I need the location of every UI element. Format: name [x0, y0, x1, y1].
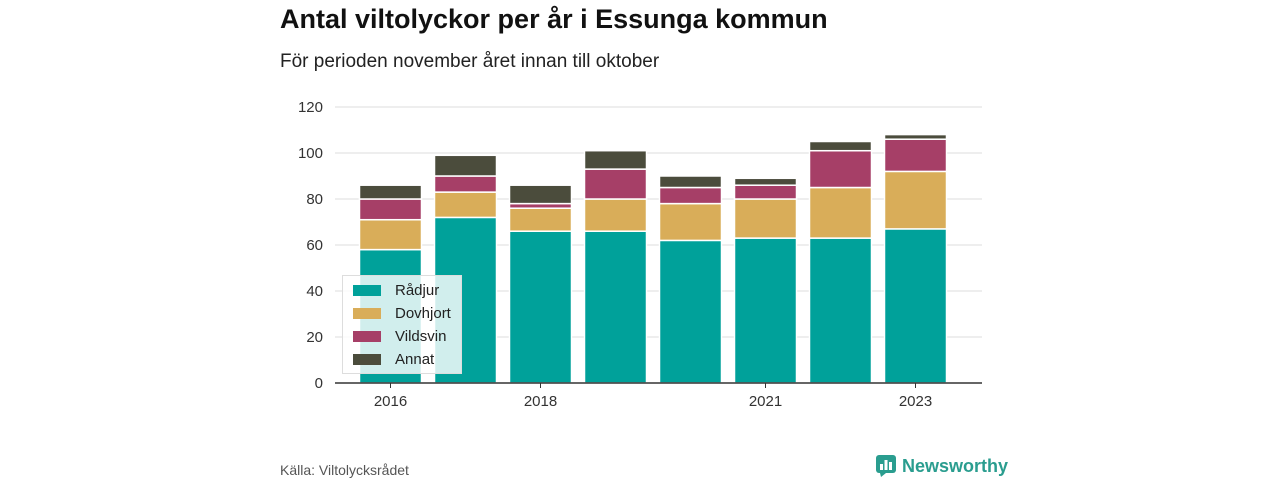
- bar-segment: [883, 133, 948, 140]
- bar-segment: [433, 191, 498, 219]
- legend: Rådjur Dovhjort Vildsvin Annat: [342, 275, 462, 374]
- bar-segment: [883, 138, 948, 173]
- bar-segment: [883, 170, 948, 230]
- newsworthy-logo-icon: [876, 455, 896, 477]
- bar-segment: [508, 184, 573, 205]
- legend-item: Rådjur: [353, 280, 439, 300]
- legend-label: Vildsvin: [395, 327, 447, 345]
- legend-item: Annat: [353, 349, 434, 369]
- y-tick-label: 100: [298, 145, 323, 162]
- bar-segment: [508, 230, 573, 384]
- bar-segment: [808, 237, 873, 384]
- bar-segment: [658, 175, 723, 189]
- y-tick-label: 40: [306, 283, 323, 300]
- legend-swatch: [353, 307, 381, 319]
- bar-segment: [733, 237, 798, 384]
- bar-segment: [733, 177, 798, 186]
- legend-swatch: [353, 353, 381, 365]
- bar-segment: [583, 149, 648, 170]
- bar-segment: [808, 186, 873, 239]
- legend-label: Dovhjort: [395, 304, 451, 322]
- bar-segment: [733, 184, 798, 200]
- bar-segment: [433, 175, 498, 193]
- gridlines: [335, 106, 982, 338]
- legend-item: Dovhjort: [353, 303, 451, 323]
- y-tick-label: 80: [306, 191, 323, 208]
- x-axis-ticks: 2016 2018 2021 2023: [374, 383, 932, 410]
- x-tick-label: 2021: [749, 393, 782, 410]
- brand[interactable]: Newsworthy: [876, 455, 1008, 477]
- bar-segment: [433, 154, 498, 177]
- chart-title: Antal viltolyckor per år i Essunga kommu…: [280, 4, 828, 34]
- bar-segment: [808, 149, 873, 189]
- bar-segment: [358, 198, 423, 221]
- bar-segment: [808, 140, 873, 152]
- bar-segment: [733, 198, 798, 239]
- y-tick-label: 0: [315, 375, 323, 392]
- bar-segment: [358, 184, 423, 200]
- y-tick-label: 20: [306, 329, 323, 346]
- brand-name: Newsworthy: [902, 455, 1009, 476]
- x-tick-label: 2018: [524, 393, 557, 410]
- bar-segment: [358, 218, 423, 251]
- legend-label: Rådjur: [395, 281, 440, 299]
- bar-segment: [583, 168, 648, 200]
- bar-segment: [658, 186, 723, 205]
- y-tick-label: 120: [298, 99, 323, 116]
- chart-subtitle: För perioden november året innan till ok…: [280, 51, 660, 72]
- bar-segment: [583, 198, 648, 232]
- bar-segment: [658, 202, 723, 242]
- x-tick-label: 2023: [899, 393, 932, 410]
- legend-swatch: [353, 284, 381, 296]
- y-axis-ticks: 0 20 40 60 80 100 120: [298, 99, 323, 392]
- bar-segment: [658, 239, 723, 384]
- source-note: Källa: Viltolycksrådet: [280, 462, 409, 478]
- x-tick-label: 2016: [374, 393, 407, 410]
- bar-segment: [583, 230, 648, 384]
- y-tick-label: 60: [306, 237, 323, 254]
- legend-swatch: [353, 330, 381, 342]
- bar-segment: [508, 207, 573, 232]
- bar-segment: [883, 228, 948, 384]
- legend-label: Annat: [395, 350, 435, 368]
- legend-item: Vildsvin: [353, 326, 446, 346]
